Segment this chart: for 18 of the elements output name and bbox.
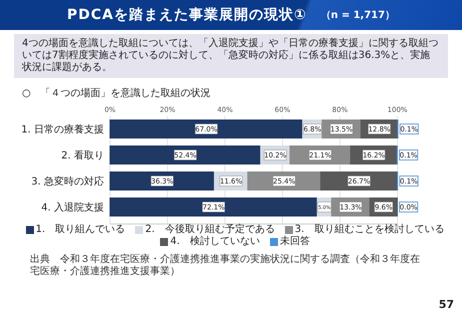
y-tick-label: 3. 急変時の対応 [31, 176, 104, 188]
bar [110, 120, 303, 138]
bar [110, 146, 262, 164]
legend-label: 3. 取り組むことを検討している [294, 224, 444, 236]
legend-label: 4. 検討していない [170, 236, 260, 248]
text: ○ 「４つの場面」を意識した取組の状況 [22, 86, 211, 100]
text: 57 [438, 298, 454, 311]
y-tick-label: 4. 入退院支援 [41, 202, 104, 214]
legend-label: 1. 取り組んでいる [36, 224, 126, 236]
chart-subtitle: （n = 1,717） [320, 9, 395, 22]
legend-label: 未回答 [280, 236, 310, 248]
chart-title: PDCAを踏まえた事業展開の現状① [67, 6, 307, 24]
text: 4つの場面を意識した取組については、「入退院支援」や「日常の療養支援」に関する取組ついては7割程度実施されているのに対して、「急変時の対応」に係る取組は36.3%と、実施状況に課題がある。 [14, 34, 448, 78]
legend-label: 2. 今後取り組む予定である [145, 224, 275, 236]
bar [110, 172, 215, 190]
y-tick-label: 1. 日常の療養支援 [21, 124, 104, 136]
y-tick-label: 2. 看取り [61, 150, 104, 162]
source-note: 出典 令和３年度在宅医療・介護連携推進事業の実施状況に関する調査（令和３年度在宅医療・介護連携推進支援事業） [30, 254, 420, 278]
